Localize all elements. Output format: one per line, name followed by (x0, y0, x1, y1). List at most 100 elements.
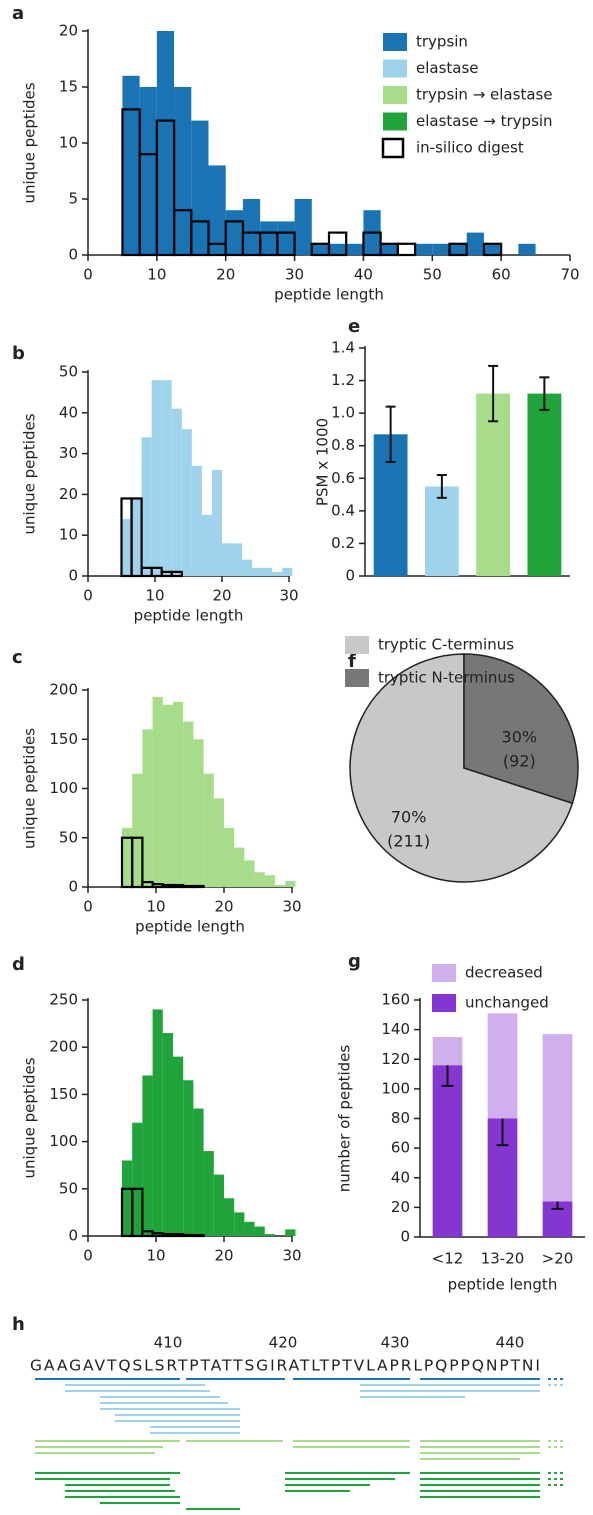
histogram-bar (170, 570, 183, 578)
histogram-bar (415, 243, 433, 255)
y-tick-label: 0.8 (331, 436, 355, 454)
y-tick-label: 100 (49, 1132, 78, 1150)
y-axis-label: number of peptides (336, 1045, 354, 1193)
histogram-bar (151, 380, 162, 576)
y-tick-label: 1.2 (331, 371, 355, 389)
histogram-bar (277, 221, 295, 255)
histogram-bar (234, 1212, 245, 1236)
histogram-bar (396, 242, 417, 257)
histogram-bar (208, 165, 226, 255)
residue-position: 440 (496, 1334, 525, 1352)
y-tick-label: 20 (59, 22, 78, 40)
panel-label: d (12, 954, 25, 975)
histogram-bar (190, 220, 210, 257)
y-tick-label: 140 (381, 1020, 410, 1038)
y-tick-label: 200 (49, 1038, 78, 1056)
x-tick-label: 0 (83, 1247, 93, 1265)
legend-label: tryptic N-terminus (378, 669, 515, 687)
x-tick-label: 30 (282, 898, 301, 916)
bar-segment (487, 1013, 518, 1119)
histogram-bar (182, 1233, 195, 1238)
histogram-bar (201, 514, 212, 576)
y-tick-label: 20 (59, 485, 78, 503)
histogram-bar (327, 231, 348, 257)
histogram-bar (203, 1151, 214, 1236)
histogram-bar (275, 885, 286, 887)
x-tick-label: 0 (83, 266, 93, 284)
histogram-bar (139, 87, 157, 255)
y-tick-label: 50 (59, 363, 78, 381)
slice-label: 30% (502, 727, 538, 746)
histogram-bar (260, 221, 278, 255)
histogram-bar (142, 1075, 153, 1236)
histogram-bar (466, 232, 484, 255)
y-tick-label: 40 (391, 1168, 410, 1186)
peptide-map (35, 1378, 566, 1510)
y-tick-label: 0 (68, 246, 78, 264)
x-axis-label: peptide length (135, 918, 245, 936)
histogram-bar (162, 1033, 173, 1236)
histogram-bar (242, 559, 253, 576)
x-tick-label: 20 (214, 1247, 233, 1265)
y-axis-label: unique peptides (21, 413, 39, 534)
histogram-bar (213, 798, 224, 887)
histogram-bar (181, 429, 192, 576)
slice-count: (92) (503, 751, 536, 770)
y-tick-label: 200 (49, 681, 78, 699)
histogram-bar (161, 380, 172, 576)
y-tick-label: 60 (391, 1139, 410, 1157)
x-tick-label: 10 (146, 1247, 165, 1265)
histogram-bar (482, 242, 503, 257)
legend-swatch (345, 669, 369, 687)
legend-label: elastase (416, 59, 479, 77)
legend-swatch (432, 964, 456, 982)
histogram-bar (483, 243, 502, 255)
histogram-bar (449, 243, 467, 255)
legend-label: tryptic C-terminus (378, 636, 514, 654)
y-tick-label: 40 (59, 403, 78, 421)
histogram-bar (192, 1233, 205, 1238)
histogram-bar (448, 242, 468, 257)
panel-label: f (348, 651, 356, 672)
legend-swatch (383, 86, 407, 104)
histogram-bar (262, 567, 273, 576)
x-tick-label: 50 (423, 266, 442, 284)
y-tick-label: 15 (59, 78, 78, 96)
y-tick-label: 0 (345, 567, 355, 585)
histogram-bar (272, 571, 283, 576)
panel-label: a (12, 3, 24, 24)
protein-sequence: GAAGAVTQSLSRTPTATTSGIRATLTPTVLAPRLPQPPQN… (30, 1357, 540, 1375)
histogram-bar (232, 543, 243, 576)
histogram-bar (130, 497, 143, 578)
histogram-bar (224, 1198, 235, 1236)
histogram-bar (282, 567, 293, 576)
legend-label: trypsin → elastase (416, 86, 553, 104)
y-tick-label: 150 (49, 1085, 78, 1103)
y-tick-label: 0.4 (331, 501, 355, 519)
legend-label: in-silico digest (416, 139, 524, 157)
panel-label: b (12, 343, 25, 364)
histogram-bar (192, 884, 205, 889)
x-tick-label: 30 (279, 587, 298, 605)
reference-outline (120, 497, 183, 578)
x-axis-label: peptide length (274, 286, 384, 304)
histogram-bar (132, 773, 143, 887)
panel-label: e (348, 316, 360, 337)
elastase-trypsin-peptides (35, 1472, 566, 1510)
y-tick-label: 0.2 (331, 534, 355, 552)
histogram-bar (242, 199, 261, 255)
y-tick-label: 0 (400, 1228, 410, 1246)
y-tick-label: 100 (49, 779, 78, 797)
x-tick-label: 10 (146, 898, 165, 916)
y-tick-label: 150 (49, 730, 78, 748)
histogram-bar (121, 518, 132, 576)
y-tick-label: 20 (391, 1198, 410, 1216)
histogram-bar (225, 210, 243, 255)
x-tick-label: 30 (285, 266, 304, 284)
histogram-bar (213, 1174, 224, 1236)
histogram-series (122, 696, 296, 887)
histogram-bar (193, 1108, 204, 1236)
y-tick-label: 10 (59, 526, 78, 544)
histogram-bar (244, 1221, 255, 1236)
bar-segment (542, 1034, 573, 1202)
